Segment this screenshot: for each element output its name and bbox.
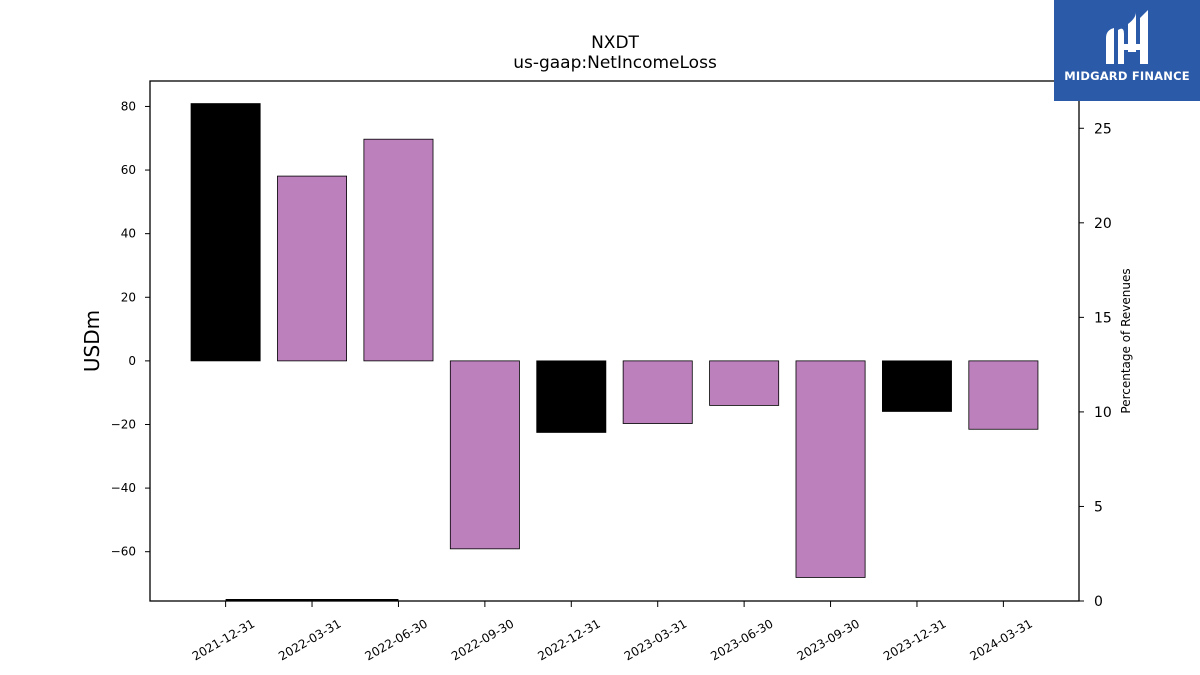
y2-tick-label: 10 [1094, 405, 1112, 421]
x-axis-ticks: 2021-12-31 2022-03-31 2022-06-30 2022-09-30… [190, 601, 1035, 663]
chart-subtitle: us-gaap:NetIncomeLoss [513, 53, 717, 73]
x-tick-label: 2022-03-31 [276, 616, 343, 663]
bar-2023-06-30 [709, 360, 780, 406]
x-tick-label: 2024-03-31 [967, 616, 1034, 663]
x-tick-label: 2022-06-30 [363, 616, 430, 663]
y-tick-label: 60 [121, 163, 136, 177]
y2-tick-label: 0 [1094, 594, 1103, 610]
x-tick-label: 2023-06-30 [708, 616, 775, 663]
y-axis-ticks: 80 60 40 20 0 −20 −40 −60 [111, 99, 150, 559]
bar-2022-06-30 [363, 138, 434, 362]
y2-axis-label: Percentage of Revenues [1119, 268, 1133, 413]
y2-tick-label: 20 [1094, 216, 1112, 232]
x-tick-label: 2023-09-30 [795, 616, 862, 663]
logo-text: MIDGARD FINANCE [1064, 69, 1190, 83]
x-tick-label: 2022-12-31 [535, 616, 602, 663]
bar-2024-03-31 [968, 360, 1039, 430]
x-tick-label: 2021-12-31 [190, 616, 257, 663]
x-tick-label: 2022-09-30 [449, 616, 516, 663]
bar-2022-12-31 [536, 360, 607, 433]
bar-2021-12-31 [190, 103, 261, 362]
y2-axis-ticks: 0 5 10 15 20 25 [1079, 121, 1112, 610]
bar-2023-09-30 [795, 360, 866, 578]
y-tick-label: 80 [121, 99, 136, 113]
y2-tick-label: 5 [1094, 499, 1103, 515]
x-tick-label: 2023-03-31 [622, 616, 689, 663]
bar-2023-12-31 [881, 360, 952, 412]
y-tick-label: −40 [111, 481, 136, 495]
y-tick-label: 20 [121, 290, 136, 304]
y2-tick-label: 25 [1094, 121, 1112, 137]
brand-logo: MIDGARD FINANCE [1054, 0, 1200, 101]
y2-tick-label: 15 [1094, 310, 1112, 326]
y-tick-label: 0 [128, 354, 136, 368]
logo-mark-icon [1106, 10, 1148, 65]
bars-group [190, 103, 1039, 601]
y-tick-label: −20 [111, 417, 136, 431]
y-tick-label: 40 [121, 227, 136, 241]
x-tick-label: 2023-12-31 [881, 616, 948, 663]
y-axis-label: USDm [80, 310, 104, 372]
bar-2023-03-31 [622, 360, 693, 424]
bar-2022-03-31 [277, 175, 348, 362]
plot-frame [149, 80, 1080, 602]
bar-2022-09-30 [449, 360, 520, 550]
y-tick-label: −60 [111, 545, 136, 559]
chart-title: NXDT [591, 33, 639, 53]
